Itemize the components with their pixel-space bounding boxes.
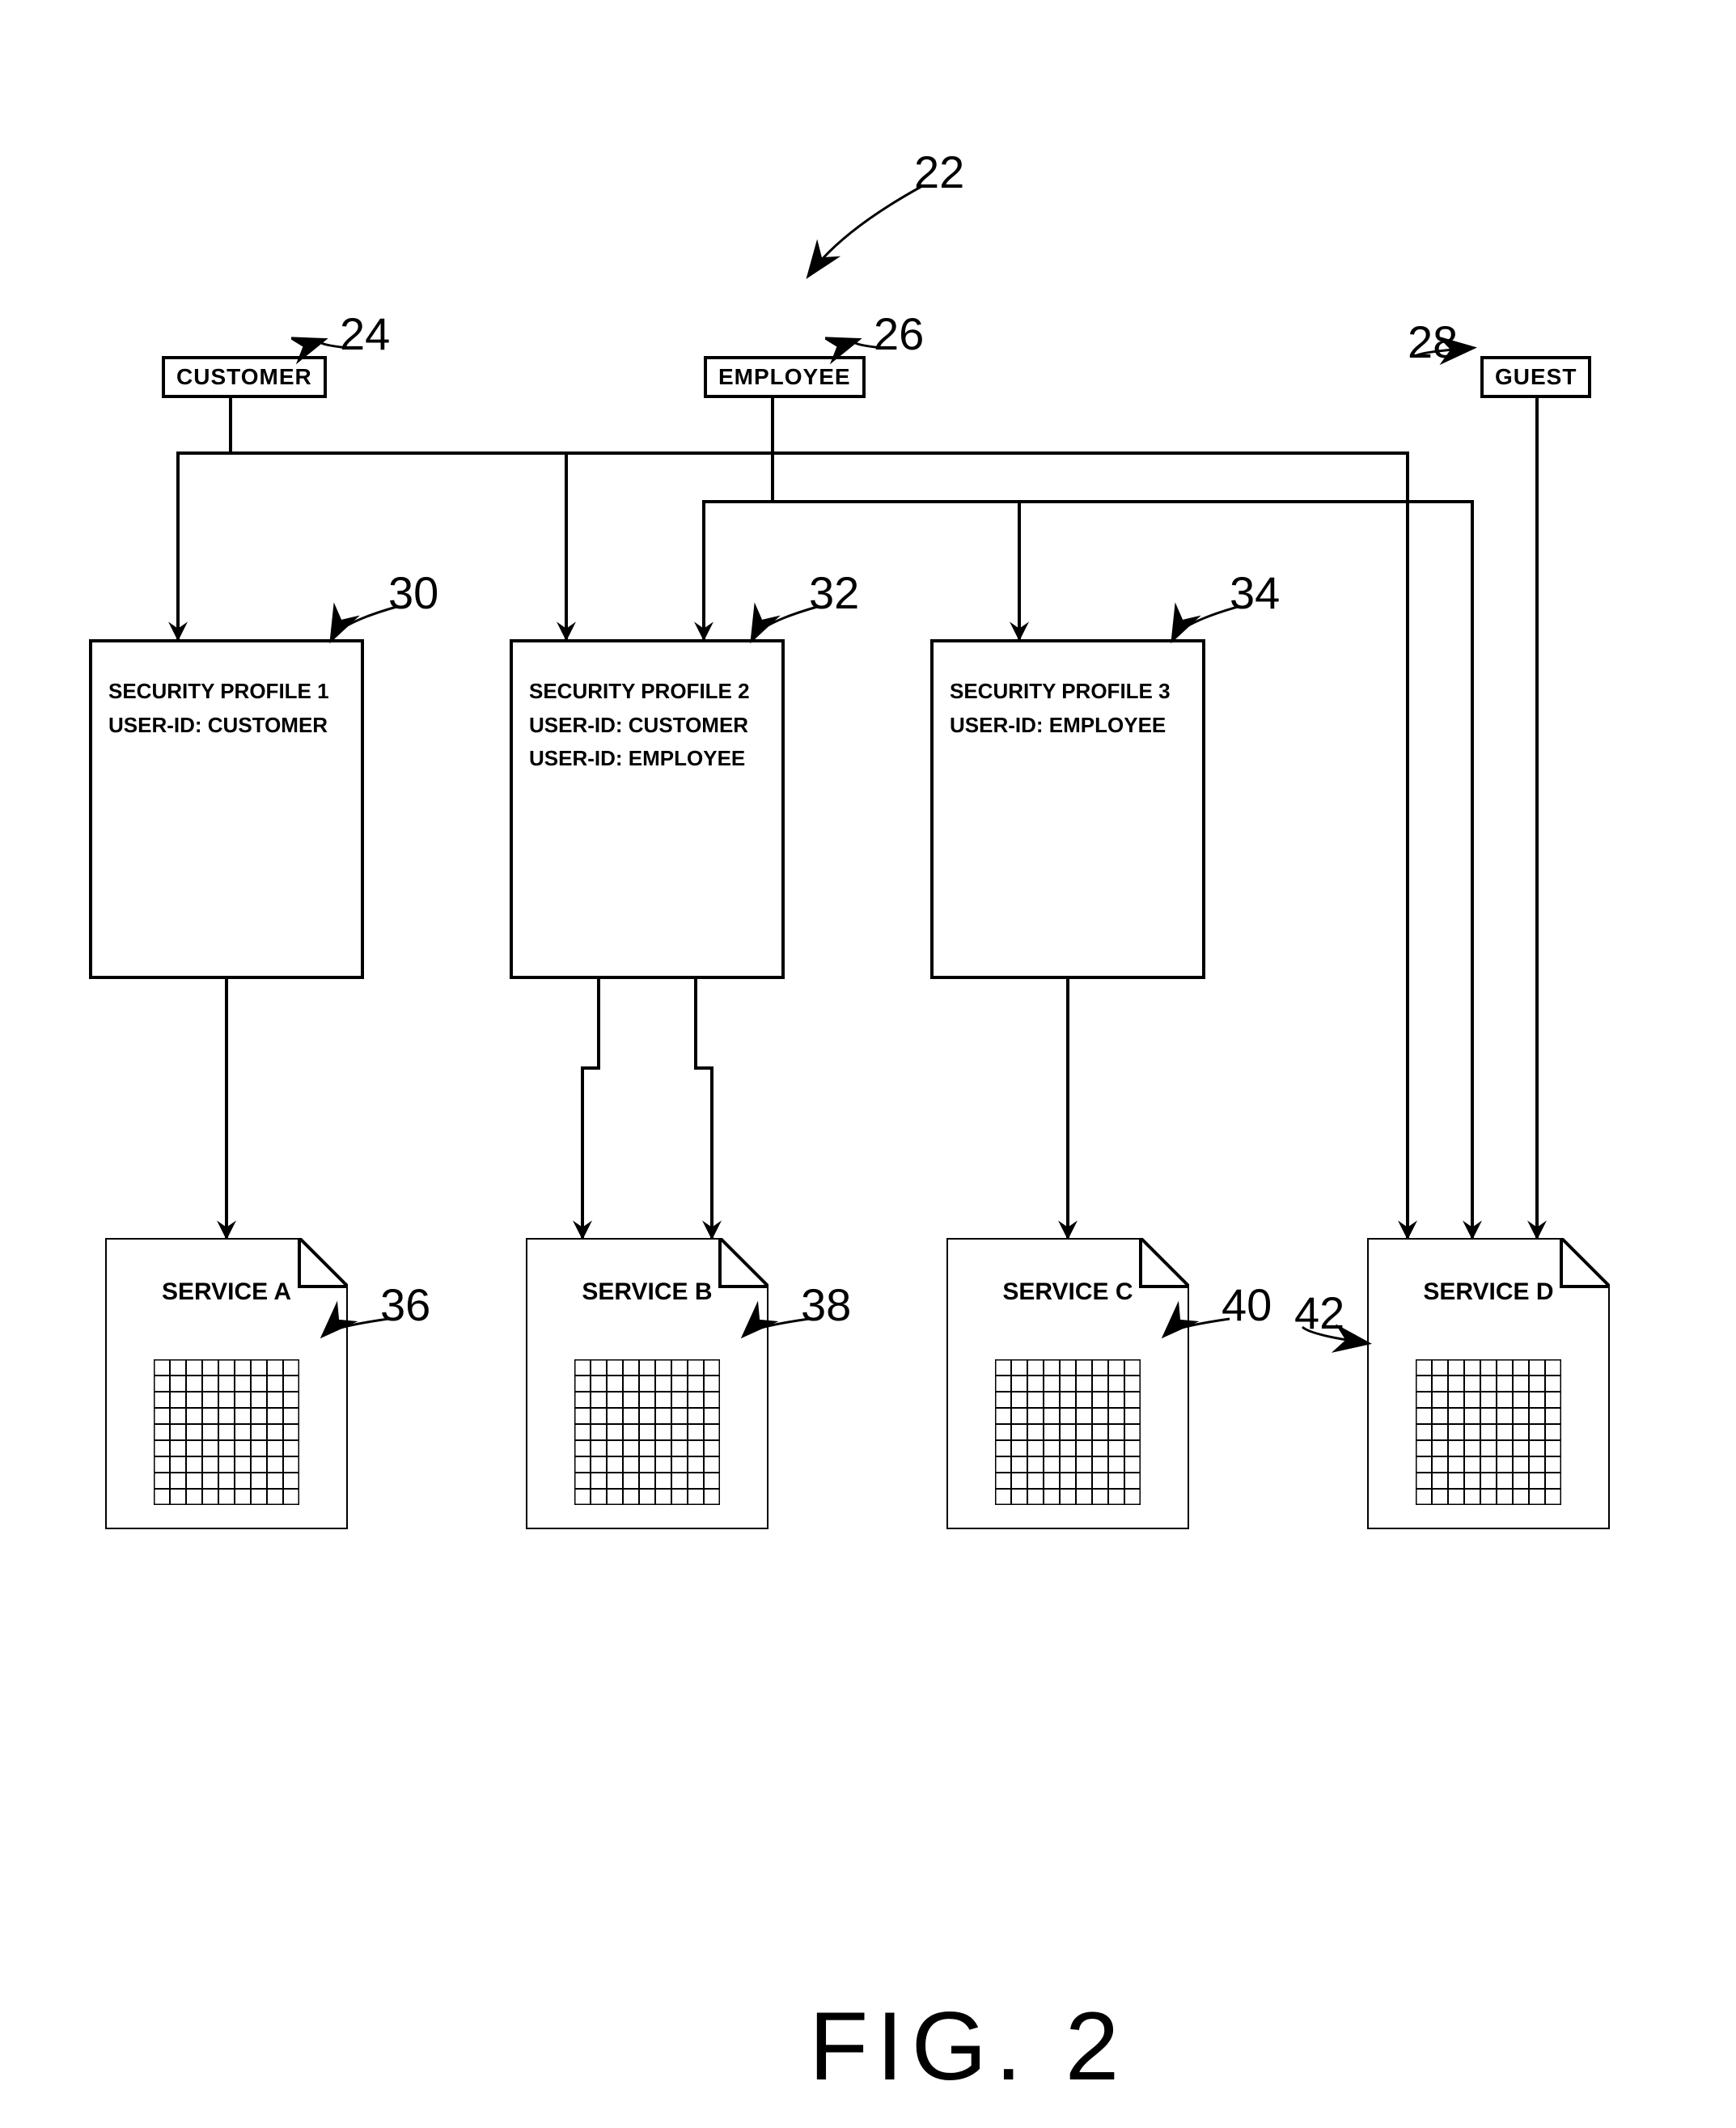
grid-icon bbox=[995, 1359, 1141, 1505]
profile-line: USER-ID: EMPLOYEE bbox=[950, 709, 1186, 743]
profile-line: USER-ID: EMPLOYEE bbox=[529, 742, 765, 776]
profile-line: USER-ID: CUSTOMER bbox=[108, 709, 345, 743]
service-label: SERVICE D bbox=[1367, 1278, 1610, 1306]
ref-label-guest: 28 bbox=[1408, 316, 1458, 368]
edge-customer-p1 bbox=[178, 396, 231, 639]
profile-line: SECURITY PROFILE 2 bbox=[529, 675, 765, 709]
ref-label-sA: 36 bbox=[380, 1278, 430, 1331]
profile-node-p3: SECURITY PROFILE 3USER-ID: EMPLOYEE bbox=[930, 639, 1205, 979]
grid-icon bbox=[1416, 1359, 1561, 1505]
service-label: SERVICE B bbox=[526, 1278, 768, 1306]
ref-label-customer: 24 bbox=[340, 307, 390, 360]
service-node-sA: SERVICE A bbox=[105, 1238, 348, 1529]
service-label: SERVICE C bbox=[946, 1278, 1189, 1306]
ref-label-diagram: 22 bbox=[914, 146, 964, 198]
edge-customer-sD bbox=[231, 396, 1408, 1238]
user-node-employee: EMPLOYEE bbox=[704, 356, 866, 398]
ref-label-p2: 32 bbox=[809, 566, 859, 619]
ref-label-sB: 38 bbox=[801, 1278, 851, 1331]
profile-node-p1: SECURITY PROFILE 1USER-ID: CUSTOMER bbox=[89, 639, 364, 979]
service-node-sB: SERVICE B bbox=[526, 1238, 768, 1529]
ref-label-sC: 40 bbox=[1222, 1278, 1272, 1331]
service-label: SERVICE A bbox=[105, 1278, 348, 1306]
profile-line: SECURITY PROFILE 1 bbox=[108, 675, 345, 709]
user-node-customer: CUSTOMER bbox=[162, 356, 327, 398]
service-node-sD: SERVICE D bbox=[1367, 1238, 1610, 1529]
service-node-sC: SERVICE C bbox=[946, 1238, 1189, 1529]
ref-label-p3: 34 bbox=[1230, 566, 1280, 619]
figure-label: FIG. 2 bbox=[809, 1990, 1127, 2102]
ref-label-p1: 30 bbox=[388, 566, 438, 619]
ref-label-sD: 42 bbox=[1294, 1287, 1344, 1339]
profile-line: USER-ID: CUSTOMER bbox=[529, 709, 765, 743]
edge-p2-sB bbox=[582, 979, 599, 1238]
user-node-guest: GUEST bbox=[1480, 356, 1591, 398]
ref-label-employee: 26 bbox=[874, 307, 924, 360]
leader-line bbox=[777, 113, 946, 307]
edge-p2-sB2 bbox=[696, 979, 712, 1238]
grid-icon bbox=[574, 1359, 720, 1505]
profile-node-p2: SECURITY PROFILE 2USER-ID: CUSTOMERUSER-… bbox=[510, 639, 785, 979]
profile-line: SECURITY PROFILE 3 bbox=[950, 675, 1186, 709]
grid-icon bbox=[154, 1359, 299, 1505]
edge-employee-p2 bbox=[704, 396, 773, 639]
